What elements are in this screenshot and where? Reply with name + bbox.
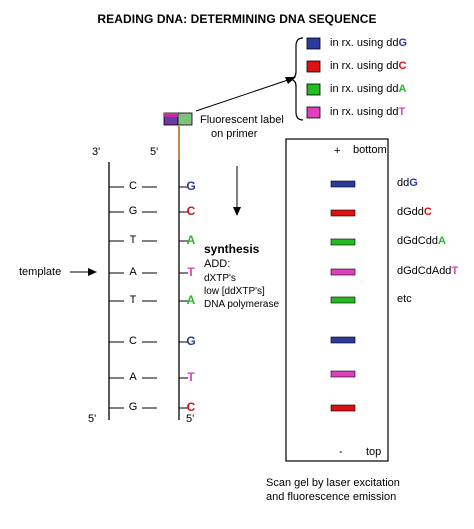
caption-line2: and fluorescence emission xyxy=(266,491,397,503)
legend-base-letter: C xyxy=(398,60,407,72)
legend-prefix: in rx. using dd xyxy=(330,106,399,118)
new-strand-5prime-label: 5' xyxy=(150,146,159,158)
gel-band-A xyxy=(330,238,356,246)
band-label-prefix: dGdd xyxy=(397,206,424,218)
new-base: G xyxy=(186,334,196,348)
legend-base-letter: G xyxy=(398,37,408,49)
band-label: ddG xyxy=(397,177,418,189)
on-primer-text: on primer xyxy=(211,128,258,140)
band-label-base: T xyxy=(451,265,459,277)
caption-line1: Scan gel by laser excitation xyxy=(266,477,400,489)
band-label-prefix: etc xyxy=(397,293,412,305)
template-base: G xyxy=(128,205,138,217)
synthesis-arrow-head xyxy=(233,207,241,216)
band-label: dGddC xyxy=(397,206,432,218)
gel-top-label: top xyxy=(366,446,382,458)
legend-prefix: in rx. using dd xyxy=(330,37,399,49)
template-base: G xyxy=(128,401,138,413)
new-base: A xyxy=(186,293,196,307)
synthesis-heading: synthesis xyxy=(204,242,260,256)
legend-item-A: in rx. using ddA xyxy=(330,83,406,95)
template-3prime-label: 3' xyxy=(92,146,101,158)
new-base: T xyxy=(187,370,195,384)
legend-item-G: in rx. using ddG xyxy=(330,37,407,49)
new-base: A xyxy=(186,233,196,247)
gel-band-C xyxy=(330,404,356,412)
legend-prefix: in rx. using dd xyxy=(330,83,399,95)
new-base: T xyxy=(187,265,195,279)
label-arrow-line xyxy=(195,79,289,112)
legend-swatch-C xyxy=(306,60,321,73)
legend-swatch-G xyxy=(306,37,321,50)
legend-base-letter: T xyxy=(398,106,406,118)
gel-band-G xyxy=(330,336,356,344)
synthesis-polymerase: DNA polymerase xyxy=(204,299,280,310)
legend-base-letter: A xyxy=(398,83,407,95)
gel-band-T xyxy=(330,370,356,378)
gel-minus-sign: - xyxy=(339,446,343,458)
legend-swatch-A xyxy=(306,83,321,96)
gel-bottom-label: bottom xyxy=(353,144,387,156)
label-swatch-stripe xyxy=(164,113,178,117)
gel-band-A xyxy=(330,296,356,304)
new-base: C xyxy=(186,204,196,218)
band-label-base: G xyxy=(409,177,418,189)
band-label-prefix: dd xyxy=(397,177,410,189)
band-label-prefix: dGdCdd xyxy=(397,235,438,247)
synthesis-ddxtp: low [ddXTP's] xyxy=(204,286,265,297)
band-label: dGdCddA xyxy=(397,235,446,247)
page-title: READING DNA: DETERMINING DNA SEQUENCE xyxy=(97,12,377,26)
template-base: C xyxy=(129,335,137,347)
template-arrow-head xyxy=(88,268,97,276)
band-label-prefix: dGdCdAdd xyxy=(397,265,452,277)
legend-item-C: in rx. using ddC xyxy=(330,60,406,72)
template-base: T xyxy=(129,234,137,246)
gel-band-C xyxy=(330,209,356,217)
band-label: etc xyxy=(397,293,412,305)
label-swatch-right xyxy=(177,112,193,126)
template-base: A xyxy=(129,371,137,383)
gel-plus-sign: + xyxy=(334,145,341,157)
new-base: C xyxy=(186,400,196,414)
legend-swatch-T xyxy=(306,106,321,119)
label-arrow-head xyxy=(285,77,296,84)
template-base: T xyxy=(129,294,137,306)
template-5prime-label: 5' xyxy=(88,413,97,425)
template-base: C xyxy=(129,180,137,192)
legend-prefix: in rx. using dd xyxy=(330,60,399,72)
band-label: dGdCdAddT xyxy=(397,265,458,277)
synthesis-dxtp: dXTP's xyxy=(204,273,236,284)
template-base: A xyxy=(129,266,137,278)
legend-item-T: in rx. using ddT xyxy=(330,106,405,118)
new-base: G xyxy=(186,179,196,193)
new-strand-end-label: 5' xyxy=(186,413,195,425)
band-label-base: A xyxy=(437,235,446,247)
synthesis-add: ADD: xyxy=(204,258,231,270)
template-label: template xyxy=(19,266,62,278)
band-label-base: C xyxy=(423,206,432,218)
gel-band-T xyxy=(330,268,356,276)
gel-band-G xyxy=(330,180,356,188)
fluorescent-label-text: Fluorescent label xyxy=(200,114,284,126)
